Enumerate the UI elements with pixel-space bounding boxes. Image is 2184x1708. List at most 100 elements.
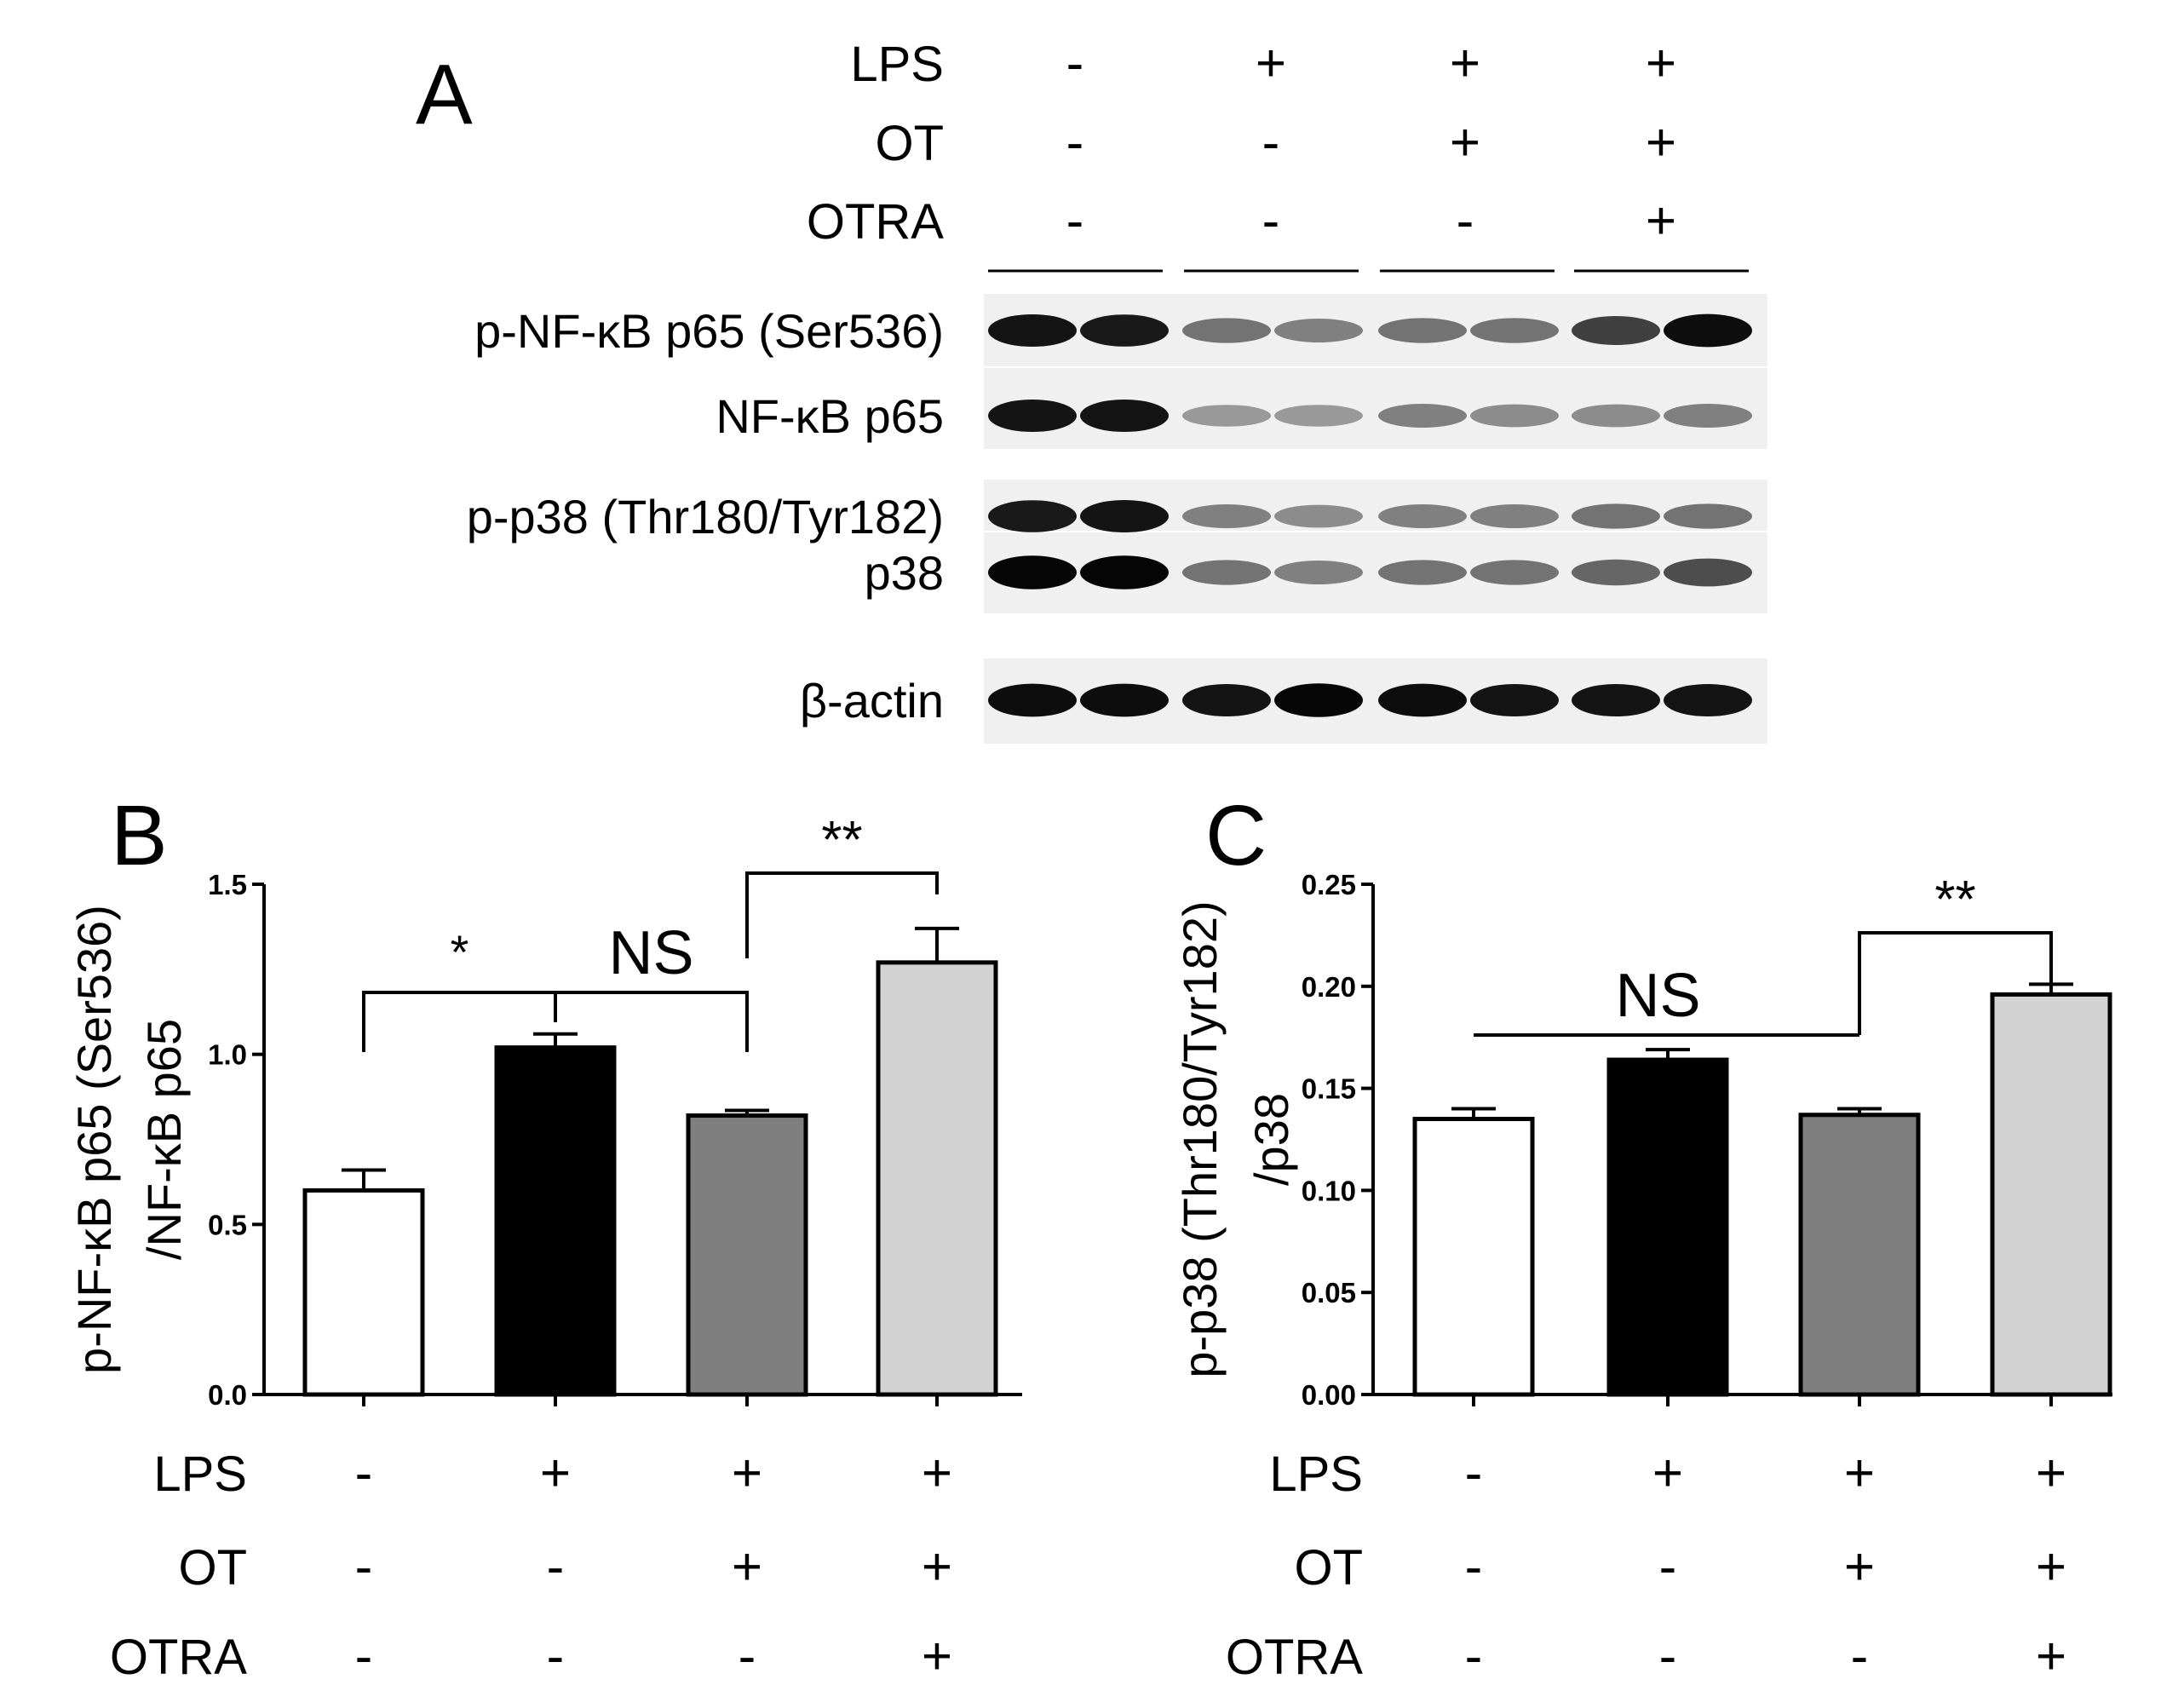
treatment-sign: + (922, 1627, 952, 1686)
treatment-sign: - (1659, 1627, 1677, 1686)
blot-band (1470, 404, 1559, 428)
y-axis-label: p-p38 (Thr180/Tyr182) (1173, 900, 1227, 1377)
blot-band (1182, 504, 1271, 528)
blot-treatment-sign: + (1450, 113, 1480, 172)
y-tick-label: 0.10 (1302, 1175, 1356, 1206)
y-tick-label: 1.0 (208, 1039, 247, 1071)
treatment-sign: + (922, 1538, 952, 1596)
blot-treatment-sign: - (1457, 192, 1474, 250)
treatment-sign: - (739, 1627, 756, 1686)
treatment-sign: - (547, 1627, 565, 1686)
treatment-sign: - (1465, 1538, 1483, 1596)
blot-band (1470, 504, 1559, 528)
panel-b-chart: B 0.0 0.5 1.0 1.5 p-NF-κB p65 (Ser536) /NF-κB… (67, 788, 1022, 1686)
blot-band (1274, 405, 1363, 427)
blot-band (1470, 683, 1559, 717)
y-axis-label: p-NF-κB p65 (Ser536) (67, 905, 121, 1374)
blot-treatment-sign: + (1646, 34, 1676, 93)
chart-c-plot: 0.00 0.05 0.10 0.15 0.20 0.25 p-p38 (Thr180/Ty… (1173, 869, 2112, 1686)
significance-bracket (1858, 931, 2053, 1035)
blot-treatment-sign: - (1066, 113, 1084, 172)
blot-band-label: p-p38 (Thr180/Tyr182) (467, 490, 944, 543)
blot-band (1572, 316, 1660, 345)
y-tick-label: 0.05 (1302, 1277, 1356, 1308)
blot-band (1664, 683, 1752, 717)
blot-band (1080, 399, 1169, 433)
blot-treatment-sign: - (1066, 192, 1084, 250)
blot-treatment-sign: + (1646, 113, 1676, 172)
treatment-sign: - (355, 1627, 373, 1686)
treatment-name-ot: OT (1294, 1540, 1363, 1596)
blot-band (988, 500, 1077, 532)
treatment-sign: + (922, 1444, 952, 1503)
treatment-name-otra: OTRA (110, 1630, 247, 1685)
bar (1798, 1113, 1921, 1397)
blot-band (988, 683, 1077, 717)
treatment-sign: + (2036, 1538, 2066, 1596)
blot-treatment-name-otra: OTRA (807, 194, 944, 250)
treatment-sign: + (732, 1444, 762, 1503)
bar (1606, 1057, 1729, 1397)
significance-label: ** (1934, 871, 1975, 929)
panel-label-b: B (111, 788, 168, 883)
treatment-sign: - (355, 1538, 373, 1596)
treatment-sign: + (1652, 1444, 1683, 1503)
panel-c-chart: C 0.00 0.05 0.10 0.15 0.20 0.25 p-p38 (Thr180/… (1173, 788, 2112, 1686)
blot-band-label: β-actin (800, 674, 944, 727)
treatment-sign: - (1465, 1444, 1483, 1503)
blot-band (1378, 560, 1467, 585)
blot-treatment-table: LPS - + + + OT - - + + OTRA - - - + (807, 34, 1676, 250)
blot-band (1470, 560, 1559, 585)
bar (1412, 1117, 1535, 1397)
blot-treatment-sign: + (1450, 34, 1480, 93)
bar (1990, 992, 2112, 1397)
treatment-sign: + (540, 1444, 571, 1503)
treatment-sign: + (2036, 1627, 2066, 1686)
y-tick-label: 0.0 (208, 1379, 247, 1411)
blot-band (1182, 318, 1271, 343)
treatment-name-lps: LPS (1269, 1446, 1363, 1502)
blot-band (1572, 503, 1660, 529)
significance-label: ** (821, 811, 862, 870)
panel-label-a: A (416, 47, 473, 142)
treatment-sign: + (1844, 1444, 1875, 1503)
treatment-sign: - (1851, 1627, 1869, 1686)
y-tick-label: 0.20 (1302, 971, 1356, 1003)
treatment-sign: + (2036, 1444, 2066, 1503)
y-tick-label: 0.5 (208, 1209, 247, 1240)
bar (302, 1188, 425, 1397)
bar (686, 1113, 808, 1397)
blot-band (1378, 318, 1467, 343)
y-axis-label: /NF-κB p65 (137, 1019, 191, 1260)
treatment-name-otra: OTRA (1226, 1630, 1363, 1685)
blot-treatment-sign: - (1066, 34, 1084, 93)
blot-band (1274, 561, 1363, 584)
blot-treatment-sign: + (1646, 192, 1676, 250)
treatment-name-lps: LPS (153, 1446, 247, 1502)
bar (494, 1045, 617, 1397)
blot-band (1274, 319, 1363, 342)
blot-band-rows: p-NF-κB p65 (Ser536) NF-κB p65 p-p38 (Thr1… (467, 294, 1767, 744)
blot-band-label: p-NF-κB p65 (Ser536) (474, 304, 944, 358)
blot-band-label: p38 (865, 546, 944, 600)
treatment-sign: - (1659, 1538, 1677, 1596)
significance-bracket (554, 991, 749, 1052)
y-tick-label: 0.25 (1302, 869, 1356, 900)
blot-band (1572, 683, 1660, 717)
y-tick-label: 0.00 (1302, 1379, 1356, 1411)
treatment-sign: - (1465, 1627, 1483, 1686)
blot-treatment-name-lps: LPS (850, 37, 944, 92)
significance-label: NS (1615, 962, 1700, 1030)
significance-label: NS (608, 919, 693, 987)
blot-band (1572, 404, 1660, 428)
blot-band (988, 555, 1077, 589)
blot-band (1080, 499, 1169, 533)
y-axis-label: /p38 (1244, 1093, 1298, 1186)
blot-band (988, 399, 1077, 433)
blot-band (1182, 683, 1271, 717)
blot-band (1182, 405, 1271, 427)
blot-band (1572, 559, 1660, 586)
blot-treatment-sign: - (1262, 192, 1280, 250)
significance-bracket (745, 871, 939, 958)
